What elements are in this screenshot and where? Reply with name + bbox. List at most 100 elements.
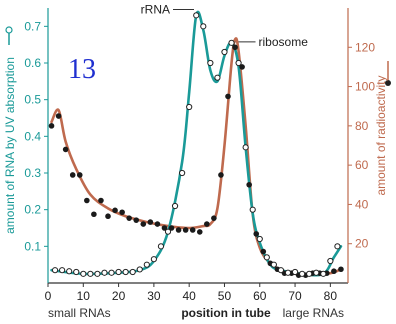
radioactivity-data-point	[119, 209, 125, 216]
x-tick-label: 80	[324, 289, 338, 303]
uv-data-point	[235, 59, 242, 67]
uv-data-point	[306, 270, 313, 277]
radioactivity-data-point	[140, 221, 147, 227]
radioactivity-data-point	[204, 221, 210, 227]
radioactivity-data-point	[196, 229, 203, 235]
uv-data-point	[73, 268, 80, 276]
y-left-tick-label: 0.5	[24, 93, 41, 107]
radioactivity-data-point	[154, 221, 161, 227]
uv-data-point	[214, 74, 221, 81]
uv-data-point	[193, 12, 200, 19]
uv-data-point	[171, 202, 179, 210]
radioactivity-data-point	[147, 219, 154, 225]
x-note-left: small RNAs	[48, 306, 111, 320]
radioactivity-data-point	[232, 44, 238, 51]
radioactivity-data-point	[91, 211, 97, 218]
radioactivity-data-point	[84, 197, 90, 204]
y-right-tick-label: 100	[355, 80, 375, 94]
radioactivity-data-point	[76, 172, 83, 178]
uv-data-point	[136, 266, 143, 273]
uv-data-point	[94, 270, 101, 277]
radioactivity-data-point	[105, 213, 111, 220]
radioactivity-data-point	[260, 248, 267, 255]
ribosome-annotation: ribosome	[259, 35, 309, 49]
radioactivity-data-point	[331, 268, 337, 275]
uv-data-point	[228, 39, 235, 46]
radioactivity-data-point	[161, 225, 168, 231]
uv-data-point	[242, 144, 249, 151]
axes-group	[5, 8, 391, 287]
figure-number: 13	[68, 54, 96, 85]
x-tick-label: 20	[112, 289, 126, 303]
radioactivity-data-point	[225, 93, 231, 100]
uv-data-point	[207, 59, 214, 67]
y-right-title-marker	[385, 80, 391, 86]
x-note-right: large RNAs	[283, 306, 344, 320]
radioactivity-data-point	[189, 227, 196, 233]
y-right-tick-label: 80	[355, 119, 369, 133]
radioactivity-data-point	[168, 225, 175, 231]
uv-data-point	[263, 254, 270, 261]
radioactivity-data-point	[253, 231, 260, 237]
rrna-annotation: rRNA	[141, 3, 170, 17]
uv-data-point	[256, 235, 263, 243]
text-group: 0 10 20 30 40 50 60 70 80 0.1 0.2 0.3 0.4 0.5 0.6 0.7 20…	[3, 3, 388, 321]
y-left-tick-label: 0.6	[24, 56, 41, 70]
uv-data-point	[200, 23, 207, 30]
y-left-tick-label: 0.7	[24, 19, 41, 33]
radioactivity-data-point	[218, 172, 224, 178]
uv-data-point	[143, 261, 150, 268]
y-left-tick-label: 0.3	[24, 166, 41, 180]
radioactivity-data-point	[69, 172, 76, 178]
radioactivity-data-point	[98, 197, 104, 204]
uv-data-point	[291, 268, 299, 276]
uv-data-point	[249, 206, 256, 213]
x-tick-label: 40	[182, 289, 196, 303]
uv-data-point	[101, 269, 108, 276]
curves-group	[50, 10, 343, 277]
x-tick-label: 30	[147, 289, 161, 303]
y-left-tick-label: 0.1	[24, 239, 41, 253]
radioactivity-data-point	[55, 113, 62, 119]
y-left-tick-label: 0.4	[24, 129, 41, 143]
y-right-tick-label: 20	[355, 237, 369, 251]
uv-data-point	[51, 267, 59, 274]
y-right-tick-label: 40	[355, 197, 369, 211]
y-right-tick-label: 60	[355, 158, 369, 172]
x-tick-label: 70	[288, 289, 302, 303]
uv-data-point	[179, 169, 186, 177]
uv-data-point	[115, 268, 122, 276]
uv-data-point	[150, 256, 157, 263]
radioactivity-data-point	[126, 215, 132, 221]
uv-data-point	[122, 268, 129, 276]
uv-data-point	[313, 269, 320, 276]
uv-data-point	[157, 243, 165, 250]
uv-data-point	[334, 243, 341, 250]
radioactivity-data-point	[338, 266, 344, 273]
uv-data-point	[270, 261, 277, 268]
radioactivity-data-point	[239, 64, 245, 70]
uv-data-point	[221, 48, 228, 56]
x-axis-title: position in tube	[181, 306, 271, 320]
uv-data-point	[87, 270, 94, 277]
y-left-title-marker	[5, 26, 13, 34]
y-left-tick-label: 0.2	[24, 203, 41, 217]
radioactivity-data-point	[48, 123, 55, 129]
uv-data-point	[277, 267, 285, 274]
x-tick-label: 0	[45, 289, 52, 303]
uv-data-point	[80, 270, 87, 277]
radioactivity-data-point	[62, 146, 69, 153]
uv-data-point	[284, 269, 292, 276]
uv-data-point	[164, 228, 172, 235]
uv-data-point	[108, 269, 115, 276]
uv-data-point	[66, 268, 73, 275]
y-right-axis-title: amount of radioactivity	[374, 75, 388, 195]
x-tick-label: 10	[77, 289, 91, 303]
uv-data-point	[129, 268, 136, 276]
radioactivity-data-point	[182, 227, 189, 233]
uv-data-point	[299, 270, 306, 277]
radioactivity-data-point	[175, 227, 182, 233]
x-tick-label: 50	[218, 289, 232, 303]
